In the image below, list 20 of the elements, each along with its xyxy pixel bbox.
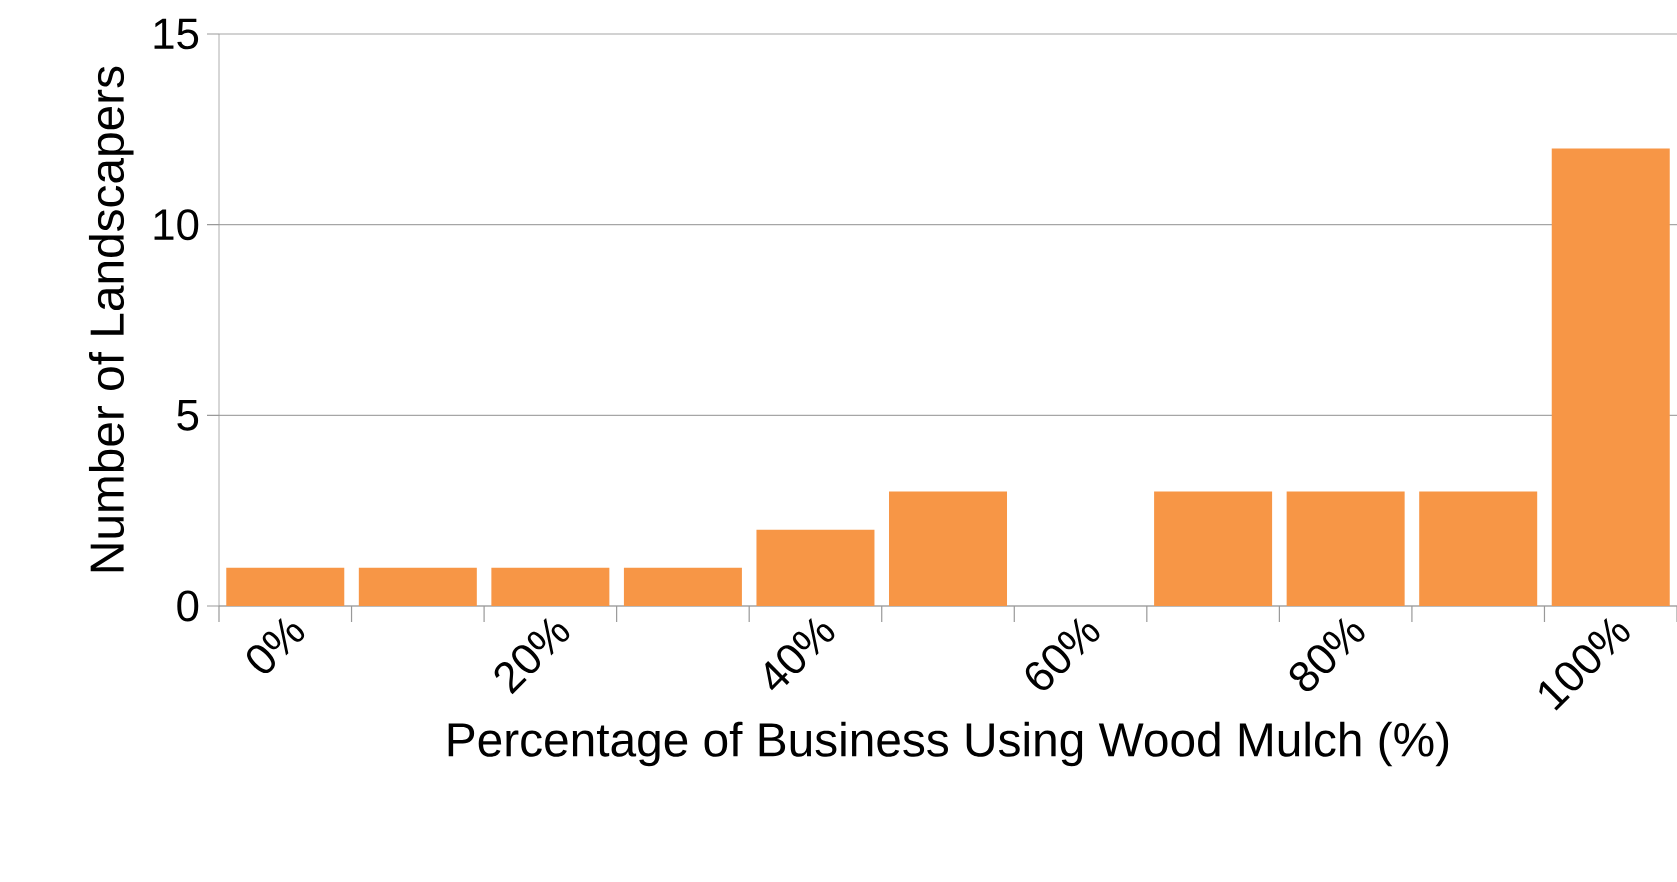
y-axis-title: Number of Landscapers <box>88 66 134 572</box>
bar <box>1286 491 1405 606</box>
bar <box>756 529 875 606</box>
bar <box>889 491 1008 606</box>
bar <box>226 567 345 606</box>
bar <box>1154 491 1273 606</box>
x-tick-label: 80% <box>1289 617 1365 692</box>
y-tick-label: 5 <box>177 400 199 431</box>
y-tick-label: 10 <box>154 209 199 241</box>
bar <box>1419 491 1538 606</box>
x-tick-label: 60% <box>1025 617 1100 690</box>
bar <box>358 567 477 606</box>
bar <box>623 567 742 606</box>
bar <box>1551 148 1670 606</box>
bar <box>491 567 610 606</box>
x-tick-label: 40% <box>765 617 835 691</box>
y-tick-label: 0 <box>177 590 199 622</box>
y-tick-label: 15 <box>154 18 199 50</box>
x-axis-title: Percentage of Business Using Wood Mulch (%) <box>448 721 1449 767</box>
x-tick-label: 0% <box>247 617 305 674</box>
